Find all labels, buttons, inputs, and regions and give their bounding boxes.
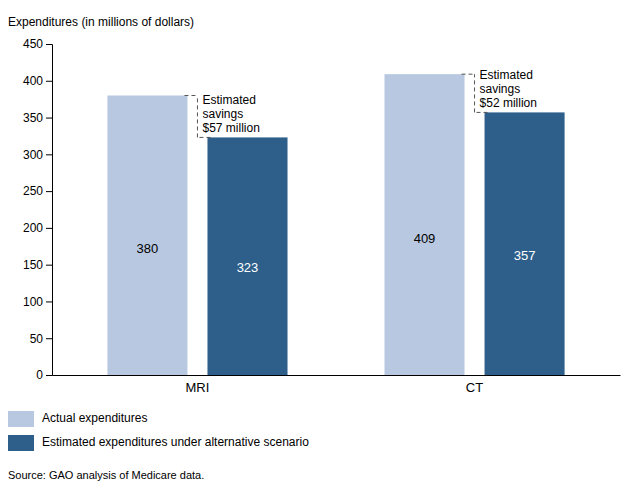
annotations: Estimatedsavings$57 millionEstimatedsavi… [184, 68, 536, 137]
y-axis: 0 50 100 150 200 250 300 350 400 450 [23, 37, 53, 382]
y-axis-title: Expenditures (in millions of dollars) [8, 15, 194, 29]
source: Source: GAO analysis of Medicare data. [8, 469, 204, 481]
data-label: 380 [137, 241, 159, 256]
data-label: 357 [514, 248, 536, 263]
annotation-line: $57 million [202, 121, 259, 135]
y-tick-mark [46, 44, 52, 45]
legend-item: Actual expenditures [8, 411, 147, 427]
legend-swatch [8, 435, 34, 451]
y-tick: 150 [23, 258, 52, 272]
x-tick: MRI [186, 380, 210, 395]
annotation-line: Estimated [202, 93, 255, 107]
y-tick: 100 [23, 295, 52, 309]
x-tick: CT [466, 380, 483, 395]
savings-bracket [197, 95, 198, 137]
savings-bracket [197, 137, 210, 138]
chart: 0 50 100 150 200 250 300 350 400 450 MRI CT 380 409 32… [0, 0, 640, 487]
y-tick: 450 [23, 37, 52, 51]
x-tick-label: MRI [186, 380, 210, 395]
x-axis: MRI CT [53, 376, 621, 396]
y-tick-label: 350 [23, 111, 43, 125]
annotation: Estimatedsavings$52 million [480, 68, 537, 110]
y-axis-line [46, 45, 53, 376]
annotation-line: $52 million [480, 96, 537, 110]
y-tick-mark [46, 81, 52, 82]
y-tick: 50 [30, 332, 52, 346]
y-tick-mark [46, 191, 52, 192]
y-tick: 0 [36, 368, 52, 382]
y-tick-mark [46, 338, 52, 339]
data-labels: 380 409 323 357 [137, 231, 536, 274]
bar [107, 95, 187, 375]
annotation: Estimatedsavings$57 million [202, 93, 259, 135]
y-tick: 300 [23, 148, 52, 162]
annotation-line: savings [202, 107, 243, 121]
y-tick-mark [46, 118, 52, 119]
savings-bracket [474, 74, 475, 112]
data-label: 323 [237, 260, 259, 275]
bars [107, 74, 564, 375]
y-tick-label: 300 [23, 148, 43, 162]
bar [207, 137, 287, 375]
y-tick-mark [46, 375, 52, 376]
y-tick: 350 [23, 111, 52, 125]
y-tick: 250 [23, 184, 52, 198]
y-tick-mark [46, 154, 52, 155]
bar [384, 74, 464, 375]
plot: 0 50 100 150 200 250 300 350 400 450 MRI CT 380 409 32… [23, 37, 621, 395]
legend-swatch [8, 411, 34, 427]
savings-bracket [462, 74, 475, 75]
y-tick-mark [46, 301, 52, 302]
legend: Actual expenditures Estimated expenditure… [8, 411, 309, 451]
y-tick-label: 200 [23, 221, 43, 235]
legend-item: Estimated expenditures under alternative… [8, 435, 309, 451]
y-tick-label: 100 [23, 295, 43, 309]
savings-bracket [475, 112, 488, 113]
annotation-line: savings [480, 82, 521, 96]
savings-bracket [184, 95, 197, 96]
y-tick-label: 150 [23, 258, 43, 272]
x-axis-line [53, 375, 621, 376]
y-tick-mark [46, 228, 52, 229]
annotation-line: Estimated [480, 68, 533, 82]
y-tick-label: 400 [23, 74, 43, 88]
y-tick-label: 0 [36, 368, 43, 382]
data-label: 409 [414, 231, 436, 246]
y-tick-label: 50 [30, 332, 44, 346]
y-tick: 400 [23, 74, 52, 88]
x-tick-label: CT [466, 380, 483, 395]
bar [485, 112, 565, 375]
y-tick-mark [46, 265, 52, 266]
y-tick: 200 [23, 221, 52, 235]
y-tick-label: 450 [23, 37, 43, 51]
legend-label: Actual expenditures [42, 411, 147, 425]
y-tick-label: 250 [23, 184, 43, 198]
legend-label: Estimated expenditures under alternative… [42, 435, 309, 449]
